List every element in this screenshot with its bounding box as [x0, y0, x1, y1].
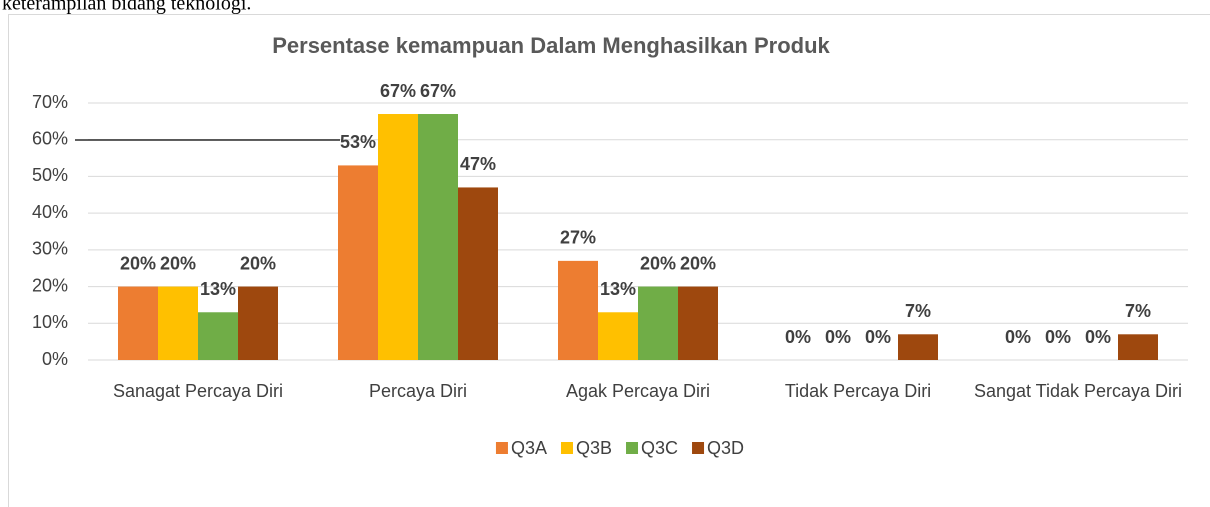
bar — [1118, 334, 1158, 360]
bar — [118, 286, 158, 360]
legend-label: Q3C — [641, 438, 678, 458]
legend-swatch — [626, 442, 639, 454]
bar — [678, 286, 718, 360]
y-tick-label: 50% — [32, 165, 68, 185]
data-label: 20% — [240, 253, 276, 273]
bar — [558, 260, 598, 360]
x-tick-label: Tidak Percaya Diri — [785, 381, 931, 401]
bar — [638, 286, 678, 360]
legend-swatch — [560, 442, 573, 454]
data-label: 0% — [1045, 327, 1071, 347]
y-tick-label: 40% — [32, 202, 68, 222]
legend-label: Q3B — [576, 438, 612, 458]
data-label: 13% — [200, 279, 236, 299]
x-tick-label: Sanagat Percaya Diri — [113, 381, 283, 401]
bar — [458, 187, 498, 360]
legend-swatch — [692, 442, 705, 454]
y-tick-label: 30% — [32, 239, 68, 259]
data-label: 0% — [1085, 327, 1111, 347]
y-tick-label: 70% — [32, 92, 68, 112]
x-tick-label: Sangat Tidak Percaya Diri — [974, 381, 1182, 401]
bar — [238, 286, 278, 360]
data-label: 7% — [1125, 301, 1151, 321]
legend-label: Q3D — [707, 438, 744, 458]
bar — [338, 165, 378, 360]
data-label: 20% — [120, 253, 156, 273]
data-label: 53% — [340, 132, 376, 152]
data-label: 0% — [785, 327, 811, 347]
bar — [198, 312, 238, 360]
chart-title: Persentase kemampuan Dalam Menghasilkan … — [272, 33, 830, 58]
bar — [378, 114, 418, 360]
data-label: 27% — [560, 228, 596, 248]
data-label: 0% — [865, 327, 891, 347]
data-label: 0% — [1005, 327, 1031, 347]
data-label: 67% — [420, 81, 456, 101]
data-label: 13% — [600, 279, 636, 299]
data-label: 0% — [825, 327, 851, 347]
chart-frame — [8, 14, 1210, 507]
bar — [598, 312, 638, 360]
data-label: 7% — [905, 301, 931, 321]
y-tick-label: 0% — [42, 349, 68, 369]
header-text: keterampilan bidang teknologi. — [2, 0, 251, 15]
bar — [898, 334, 938, 360]
legend: Q3A Q3B Q3C Q3D — [495, 438, 744, 458]
y-tick-label: 10% — [32, 312, 68, 332]
bar — [158, 286, 198, 360]
data-label: 20% — [160, 253, 196, 273]
data-label: 20% — [640, 253, 676, 273]
x-tick-label: Percaya Diri — [369, 381, 467, 401]
legend-label: Q3A — [511, 438, 547, 458]
bar — [418, 114, 458, 360]
data-label: 47% — [460, 154, 496, 174]
legend-swatch — [495, 442, 508, 454]
y-tick-label: 20% — [32, 275, 68, 295]
data-label: 20% — [680, 253, 716, 273]
x-tick-label: Agak Percaya Diri — [566, 381, 710, 401]
data-label: 67% — [380, 81, 416, 101]
y-tick-label: 60% — [32, 128, 68, 148]
